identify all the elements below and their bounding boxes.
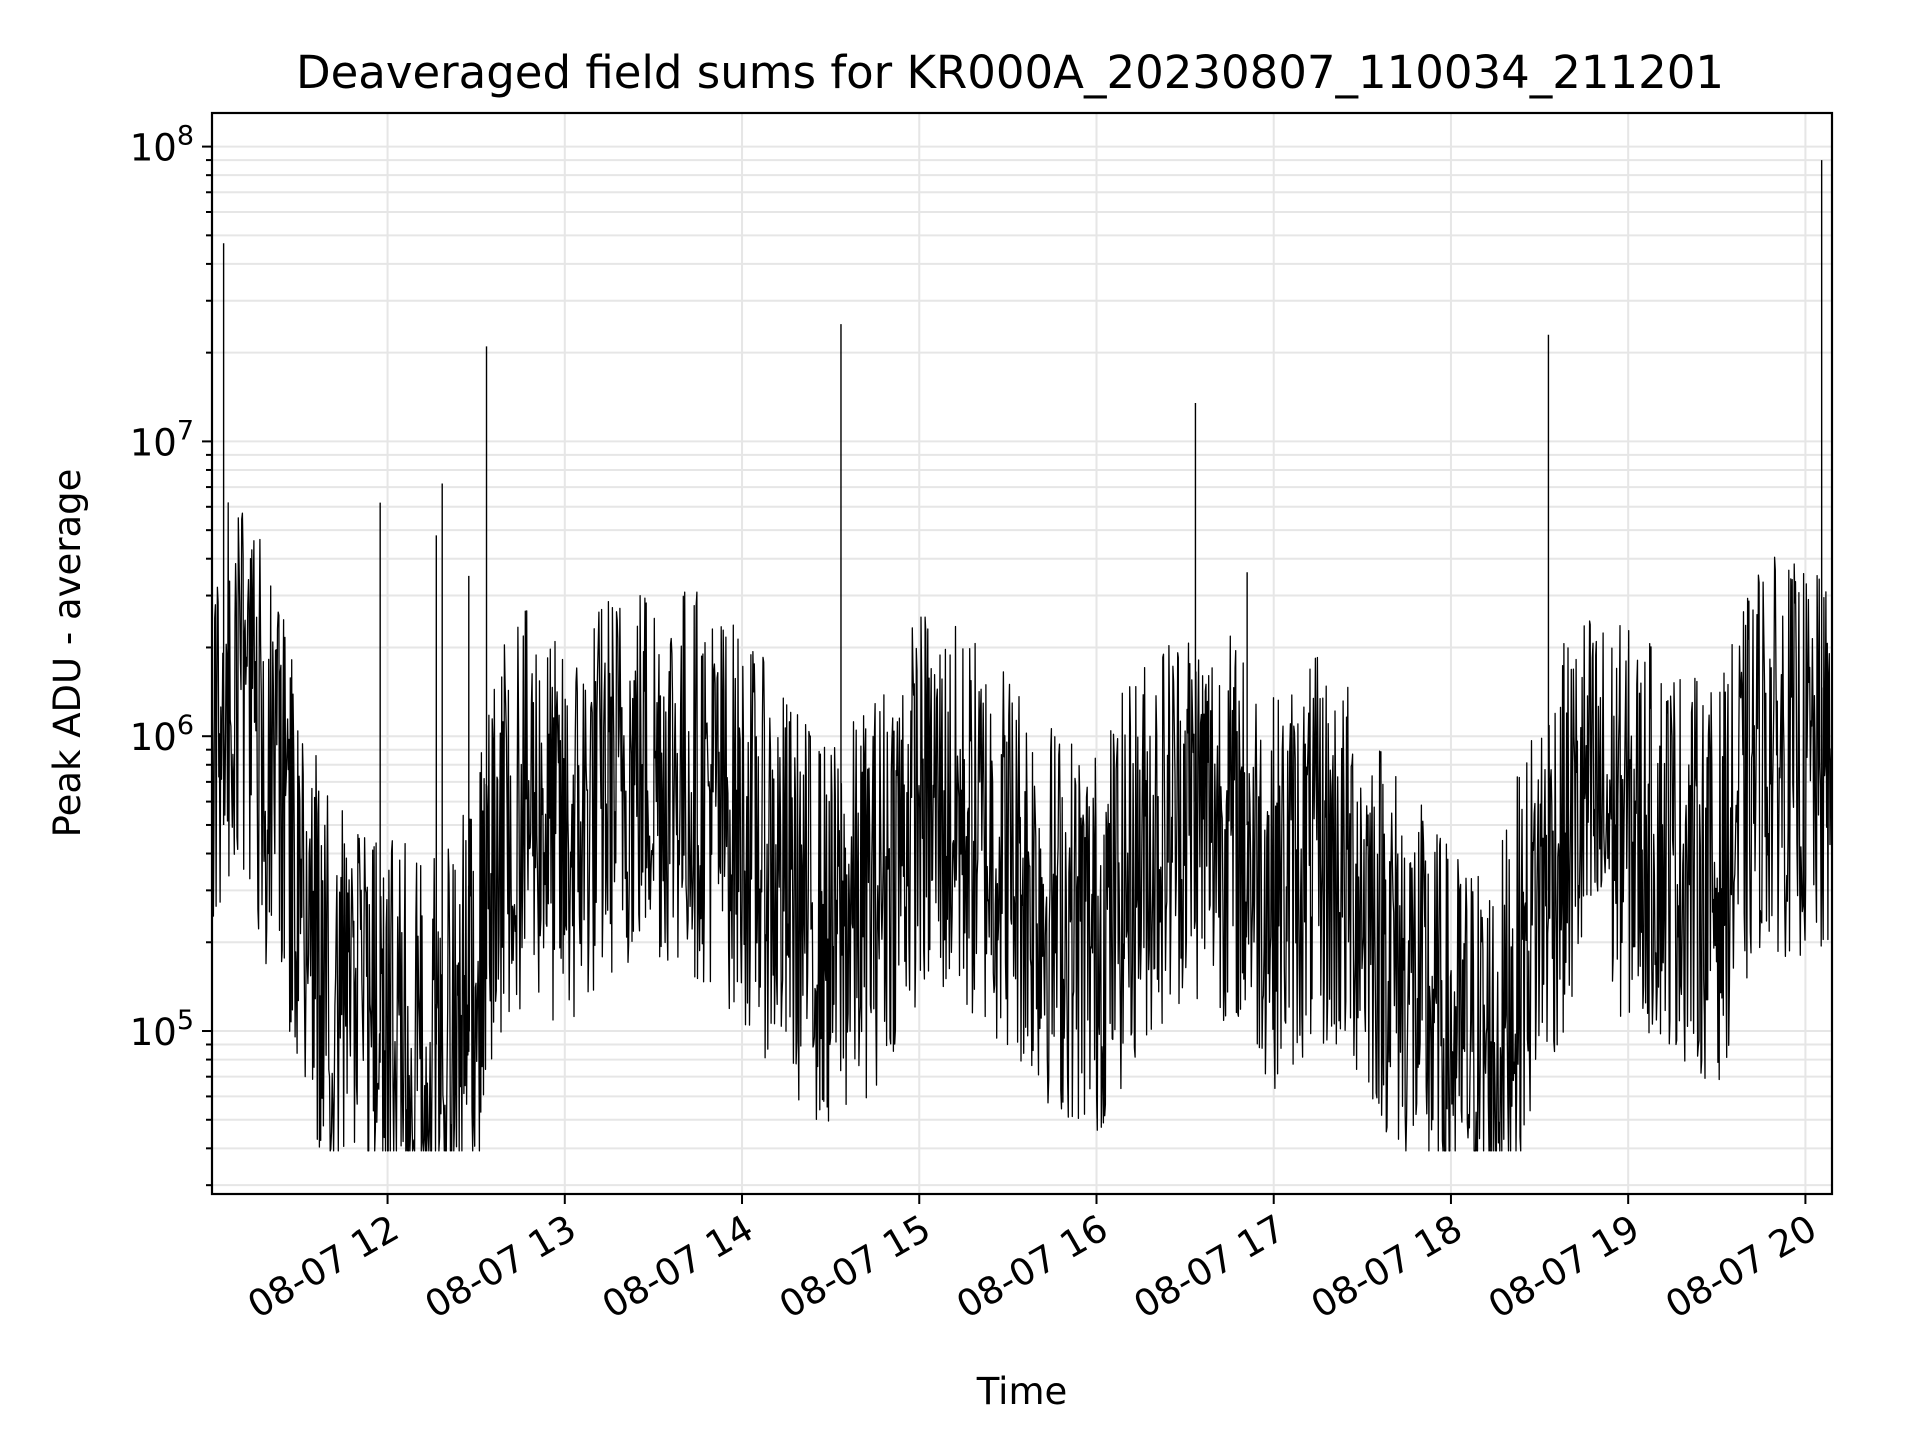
- y-tick-label: 107: [130, 415, 194, 464]
- chart-title: Deaveraged field sums for KR000A_2023080…: [296, 46, 1724, 99]
- y-axis-label: Peak ADU - average: [46, 469, 89, 838]
- y-axis: 105 106 107 108: [130, 121, 212, 1187]
- x-axis-label: Time: [976, 1370, 1068, 1413]
- series-line: [211, 160, 1833, 1152]
- plot-frame: [210, 111, 1834, 1196]
- y-tick-label: 106: [130, 710, 194, 759]
- y-tick-label: 108: [130, 121, 194, 170]
- series-path: [211, 502, 1833, 1152]
- y-tick-label: 105: [130, 1005, 194, 1054]
